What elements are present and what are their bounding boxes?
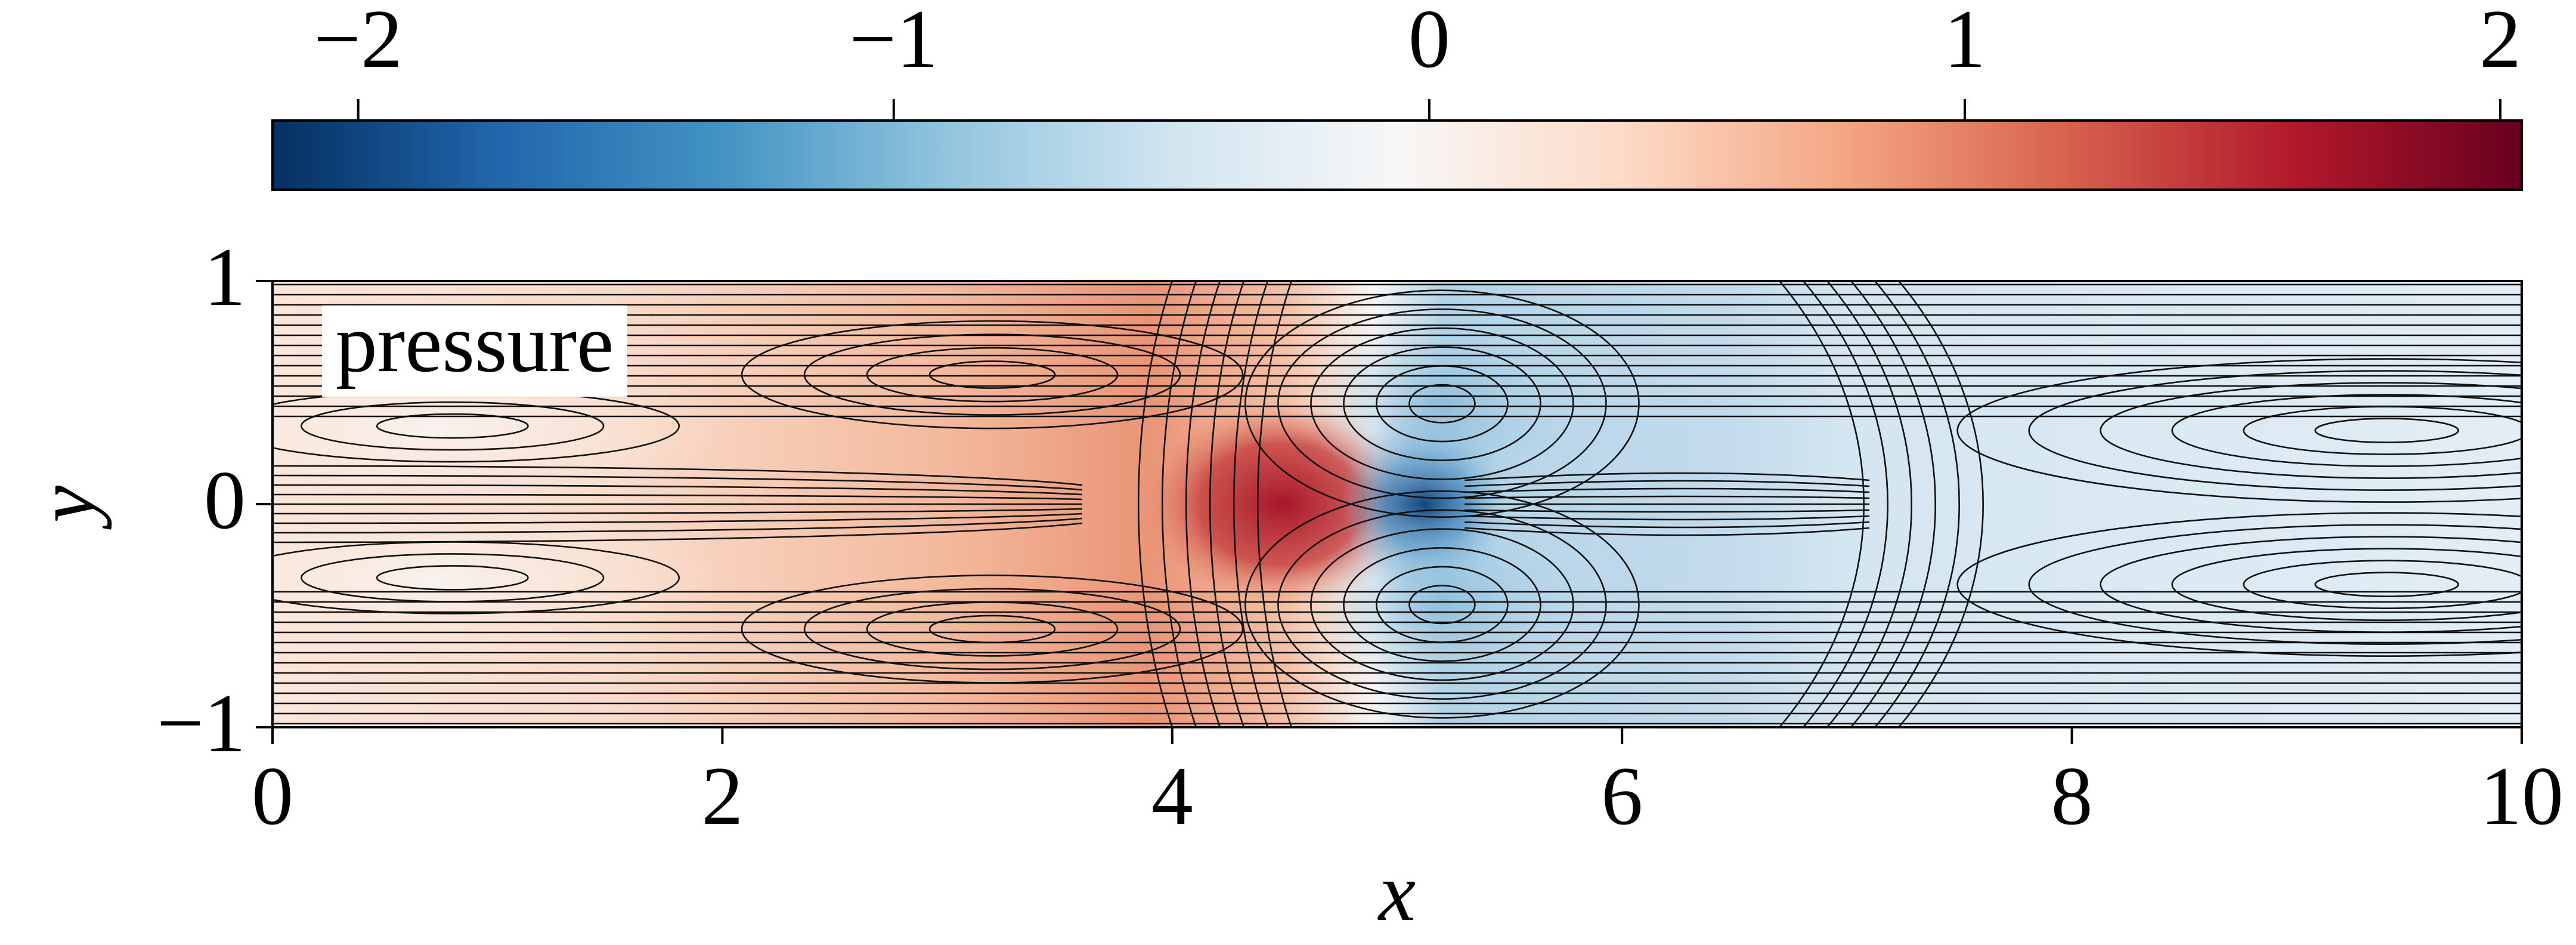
streamline [1874, 281, 1960, 727]
x-axis-label: x [1377, 846, 1416, 938]
streamline [1898, 281, 1984, 727]
streamline [1137, 281, 1174, 727]
streamline [1343, 346, 1541, 462]
streamline [1310, 528, 1574, 681]
streamline [741, 575, 1244, 684]
streamline [1161, 281, 1197, 727]
x-tick-label: 4 [1151, 750, 1193, 842]
x-tick-label: 8 [2051, 750, 2093, 842]
streamline [1310, 327, 1574, 480]
streamline [2171, 394, 2522, 467]
streamline [1244, 490, 1640, 719]
streamline [273, 465, 1083, 486]
streamline [273, 541, 680, 614]
streamline [1956, 358, 2522, 503]
streamline [273, 517, 1083, 534]
streamline [2243, 560, 2522, 609]
streamline [1465, 472, 1870, 481]
streamline [1185, 281, 1221, 727]
streamline [928, 360, 1056, 389]
streamline [2028, 524, 2522, 645]
x-tick-label: 0 [252, 750, 293, 842]
streamline [273, 474, 1083, 491]
streamline [1465, 509, 1870, 513]
streamline [2028, 370, 2522, 491]
y-tick-label: −1 [157, 677, 246, 770]
streamline [376, 565, 529, 591]
streamline [2243, 406, 2522, 455]
x-tick-label: 6 [1601, 750, 1643, 842]
colorbar-tick-label: −1 [849, 0, 938, 85]
streamline [803, 333, 1181, 416]
colorbar-tick-label: 0 [1408, 0, 1450, 85]
streamline [866, 601, 1119, 657]
streamline [2314, 418, 2459, 443]
streamline [2100, 382, 2522, 479]
streamline [1465, 515, 1870, 521]
streamline [1826, 281, 1912, 727]
streamline [273, 508, 1082, 515]
streamline [273, 512, 1082, 524]
streamline [1244, 289, 1640, 518]
streamline [1256, 281, 1293, 727]
colorbar-tick-label: −2 [314, 0, 402, 85]
streamline [866, 347, 1119, 403]
streamline [2100, 536, 2522, 633]
streamline [273, 493, 1082, 501]
streamline [1779, 281, 1865, 727]
streamline [1277, 509, 1607, 700]
x-tick-label: 10 [2480, 750, 2563, 842]
streamline [1209, 281, 1245, 727]
y-tick-label: 0 [204, 454, 246, 546]
streamline [803, 588, 1181, 671]
streamline [1956, 512, 2522, 657]
streamline [1465, 527, 1870, 536]
streamline [1277, 308, 1607, 499]
streamline [376, 413, 529, 439]
streamline [2314, 572, 2459, 597]
annotation: pressure [336, 297, 614, 390]
streamline [1233, 281, 1269, 727]
streamline [1376, 566, 1509, 643]
streamline [301, 401, 605, 451]
streamline [741, 320, 1244, 430]
y-axis-label: y [20, 485, 112, 530]
streamline [1408, 384, 1476, 424]
colorbar-tick-label: 1 [1944, 0, 1986, 85]
annotation-box [322, 305, 627, 397]
streamline [1465, 487, 1870, 493]
colorbar-tick-label: 2 [2479, 0, 2521, 85]
streamline [1376, 365, 1509, 443]
streamline [1803, 281, 1888, 727]
streamline [1465, 495, 1870, 499]
streamline [2171, 548, 2522, 621]
streamline [301, 553, 605, 603]
streamline [273, 484, 1082, 496]
streamline [1408, 585, 1476, 625]
streamlines [273, 281, 2522, 727]
streamline [1343, 546, 1541, 662]
colorbar [271, 119, 2523, 191]
streamline [928, 614, 1056, 644]
x-tick-label: 2 [701, 750, 743, 842]
streamline [1850, 281, 1936, 727]
y-tick-label: 1 [204, 231, 246, 323]
